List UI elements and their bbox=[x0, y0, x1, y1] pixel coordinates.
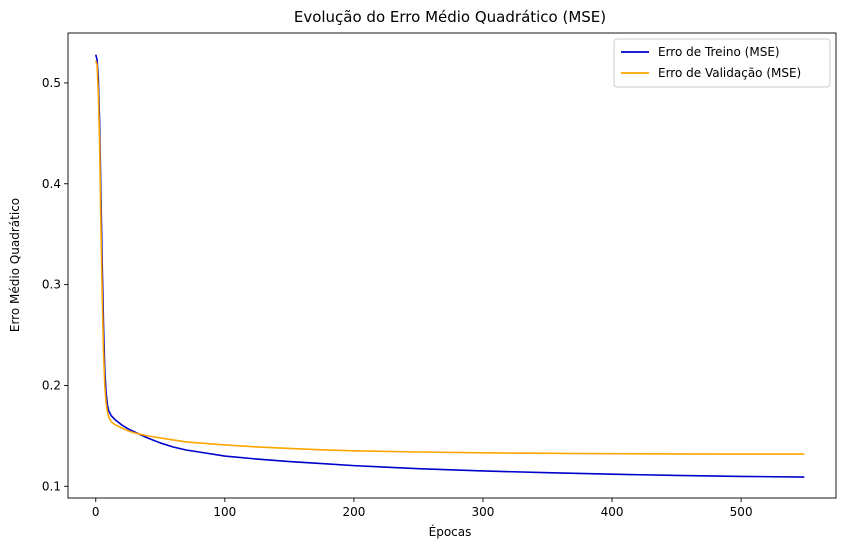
legend: Erro de Treino (MSE) Erro de Validação (M… bbox=[613, 38, 831, 88]
x-tick-label: 100 bbox=[213, 505, 236, 519]
y-tick-label: 0.3 bbox=[42, 278, 61, 292]
chart-title: Evolução do Erro Médio Quadrático (MSE) bbox=[294, 8, 606, 26]
x-tick-label: 200 bbox=[342, 505, 365, 519]
plot-frame bbox=[67, 32, 837, 499]
x-tick-label: 500 bbox=[730, 505, 753, 519]
y-axis-label: Erro Médio Quadrático bbox=[8, 198, 22, 332]
x-tick-label: 0 bbox=[92, 505, 100, 519]
legend-box bbox=[613, 38, 831, 88]
x-axis-label: Épocas bbox=[429, 524, 472, 539]
legend-label-validation: Erro de Validação (MSE) bbox=[658, 66, 801, 80]
series-line-validation bbox=[94, 60, 805, 455]
legend-label-train: Erro de Treino (MSE) bbox=[658, 45, 780, 59]
x-tick-label: 400 bbox=[601, 505, 624, 519]
y-tick-label: 0.4 bbox=[42, 177, 61, 191]
y-tick-label: 0.2 bbox=[42, 378, 61, 392]
x-tick-label: 300 bbox=[472, 505, 495, 519]
plot-area: 0 100 200 300 400 500 0.1 0.2 0.3 0.4 0.5 bbox=[42, 32, 837, 519]
series-line-train bbox=[94, 54, 805, 478]
y-tick-label: 0.1 bbox=[42, 479, 61, 493]
y-tick-label: 0.5 bbox=[42, 76, 61, 90]
